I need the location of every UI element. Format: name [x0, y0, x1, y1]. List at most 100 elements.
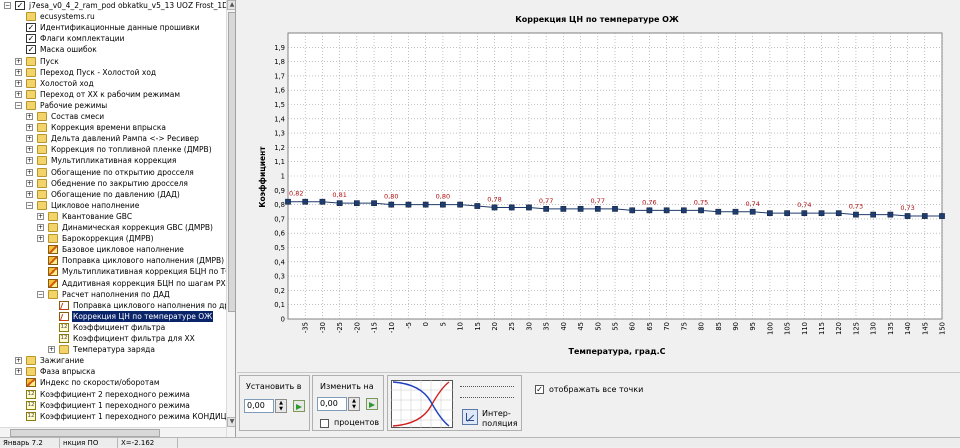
- data-point[interactable]: [285, 198, 291, 205]
- data-point[interactable]: [405, 201, 412, 208]
- data-point[interactable]: [801, 210, 808, 217]
- data-point[interactable]: [526, 204, 532, 211]
- tree-item[interactable]: Индекс по скорости/оборотам: [0, 377, 226, 388]
- expand-icon[interactable]: +: [26, 135, 33, 143]
- tree-item[interactable]: Поправка циклового наполнения по др...: [0, 300, 235, 311]
- collapse-icon[interactable]: −: [37, 290, 44, 298]
- expand-icon[interactable]: +: [15, 79, 22, 87]
- tree-horizontal-scrollbar[interactable]: [0, 427, 226, 437]
- tree-item[interactable]: − Цикловое наполнение: [0, 200, 226, 211]
- data-point[interactable]: [870, 211, 877, 218]
- tree-item[interactable]: + Холостой ход: [0, 78, 226, 89]
- percent-checkbox[interactable]: [320, 419, 329, 428]
- tree-item[interactable]: 12 Коэффициент фильтра для ХХ: [0, 333, 226, 344]
- interpolate-icon[interactable]: [462, 409, 478, 425]
- expand-icon[interactable]: +: [15, 57, 22, 65]
- tree-item[interactable]: ecusystems.ru: [0, 11, 226, 22]
- data-point[interactable]: [646, 207, 653, 214]
- data-point[interactable]: [594, 206, 601, 212]
- change-value-field[interactable]: 0,00: [317, 397, 347, 411]
- tree-item[interactable]: + Температура заряда: [0, 344, 226, 355]
- tree-item[interactable]: Мультипликативная коррекция БЦН по ТО...: [0, 266, 235, 277]
- tree-item[interactable]: 12 Коэффициент фильтра: [0, 322, 226, 333]
- data-point[interactable]: [767, 210, 773, 217]
- expand-icon[interactable]: +: [26, 168, 33, 176]
- tree-item[interactable]: + Обеднение по закрытию дросселя: [0, 178, 226, 189]
- data-point[interactable]: [835, 210, 842, 217]
- data-point[interactable]: [543, 206, 550, 212]
- tree-item[interactable]: + Коррекция по топливной пленке (ДМРВ): [0, 144, 226, 155]
- expand-icon[interactable]: +: [15, 90, 22, 98]
- data-point[interactable]: [457, 201, 463, 208]
- tree-item[interactable]: − ✓ j7esa_v0_4_2_ram_pod obkatku_v5_13 UOZ…: [0, 0, 235, 11]
- expand-icon[interactable]: +: [26, 157, 33, 165]
- data-point[interactable]: [663, 207, 670, 214]
- data-point[interactable]: [939, 213, 945, 219]
- tree-item[interactable]: + Пуск: [0, 56, 226, 67]
- tree-item[interactable]: + Переход Пуск - Холостой ход: [0, 67, 226, 78]
- data-point[interactable]: [629, 207, 636, 214]
- data-point[interactable]: [319, 198, 326, 205]
- change-spin-icon[interactable]: ▲ ▼: [348, 397, 360, 411]
- data-point[interactable]: [887, 211, 894, 218]
- data-point[interactable]: [302, 198, 309, 205]
- data-point[interactable]: [818, 210, 825, 217]
- data-point[interactable]: [353, 200, 360, 207]
- scroll-thumb[interactable]: [228, 12, 235, 312]
- data-point[interactable]: [784, 210, 790, 217]
- data-point[interactable]: [560, 206, 567, 212]
- tree-item[interactable]: + Зажигание: [0, 355, 226, 366]
- tree-item[interactable]: − Расчет наполнения по ДАД: [0, 289, 226, 300]
- data-point[interactable]: [749, 208, 756, 215]
- tree-item[interactable]: Аддитивная коррекция БЦН по шагам РХХ: [0, 278, 231, 289]
- data-point[interactable]: [491, 204, 498, 211]
- expand-icon[interactable]: +: [26, 146, 33, 154]
- hscroll-thumb[interactable]: [10, 429, 160, 437]
- tree-item[interactable]: ✓ Маска ошибок: [0, 44, 226, 55]
- tree-vertical-scrollbar[interactable]: ▲ ▼: [226, 0, 235, 437]
- expand-icon[interactable]: +: [15, 68, 22, 76]
- expand-icon[interactable]: +: [48, 346, 55, 354]
- tree-item[interactable]: + Коррекция времени впрыска: [0, 122, 226, 133]
- tree-item[interactable]: + Дельта давлений Рампа <-> Ресивер: [0, 133, 226, 144]
- data-point[interactable]: [680, 207, 687, 214]
- data-point[interactable]: [612, 206, 618, 212]
- expand-icon[interactable]: +: [37, 212, 44, 220]
- expand-icon[interactable]: +: [26, 179, 33, 187]
- data-point[interactable]: [853, 211, 859, 218]
- data-point[interactable]: [371, 200, 377, 207]
- expand-icon[interactable]: +: [26, 113, 33, 120]
- tree-item[interactable]: ✓ Идентификационные данные прошивки: [0, 22, 226, 33]
- tree-item[interactable]: + Квантование GBC: [0, 211, 226, 222]
- tree-item[interactable]: + Фаза впрыска: [0, 366, 226, 377]
- chart-area[interactable]: Коррекция ЦН по температуре ОЖ -35 -30 -25…: [237, 0, 960, 372]
- collapse-icon[interactable]: −: [26, 201, 33, 209]
- tree-item[interactable]: Коррекция ЦН по температуре ОЖ: [0, 309, 226, 323]
- tree-item[interactable]: − Рабочие режимы: [0, 100, 226, 111]
- set-apply-button[interactable]: [293, 400, 305, 412]
- data-point[interactable]: [904, 213, 911, 219]
- data-point[interactable]: [336, 200, 343, 207]
- expand-icon[interactable]: +: [26, 124, 33, 132]
- data-point[interactable]: [921, 213, 928, 219]
- smoothing-slider-1[interactable]: [460, 382, 514, 387]
- show-all-points-checkbox[interactable]: ✓: [535, 385, 544, 394]
- expand-icon[interactable]: +: [15, 368, 22, 376]
- tree-item[interactable]: + Состав смеси: [0, 111, 226, 122]
- scroll-down-icon[interactable]: ▼: [227, 417, 235, 427]
- tree-item[interactable]: ✓ Флаги комплектации: [0, 33, 226, 44]
- tree-item[interactable]: + Динамическая коррекция GBC (ДМРВ): [0, 222, 226, 233]
- tree-item[interactable]: + Мультипликативная коррекция: [0, 155, 226, 166]
- data-point[interactable]: [388, 201, 395, 208]
- tree-item[interactable]: 12 Коэффициент 1 переходного режима: [0, 400, 226, 411]
- data-point[interactable]: [440, 201, 446, 208]
- tree-item[interactable]: + Переход от ХХ к рабочим режимам: [0, 89, 226, 100]
- expand-icon[interactable]: +: [37, 235, 44, 243]
- tree-item[interactable]: + Обогащение по давлению (ДАД): [0, 189, 226, 200]
- scroll-up-icon[interactable]: ▲: [227, 0, 235, 10]
- set-value-field[interactable]: 0,00: [244, 399, 274, 413]
- collapse-icon[interactable]: −: [15, 101, 22, 109]
- correction-chart[interactable]: Коррекция ЦН по температуре ОЖ -35 -30 -25…: [237, 0, 960, 372]
- data-point[interactable]: [508, 204, 515, 211]
- data-point[interactable]: [474, 203, 481, 209]
